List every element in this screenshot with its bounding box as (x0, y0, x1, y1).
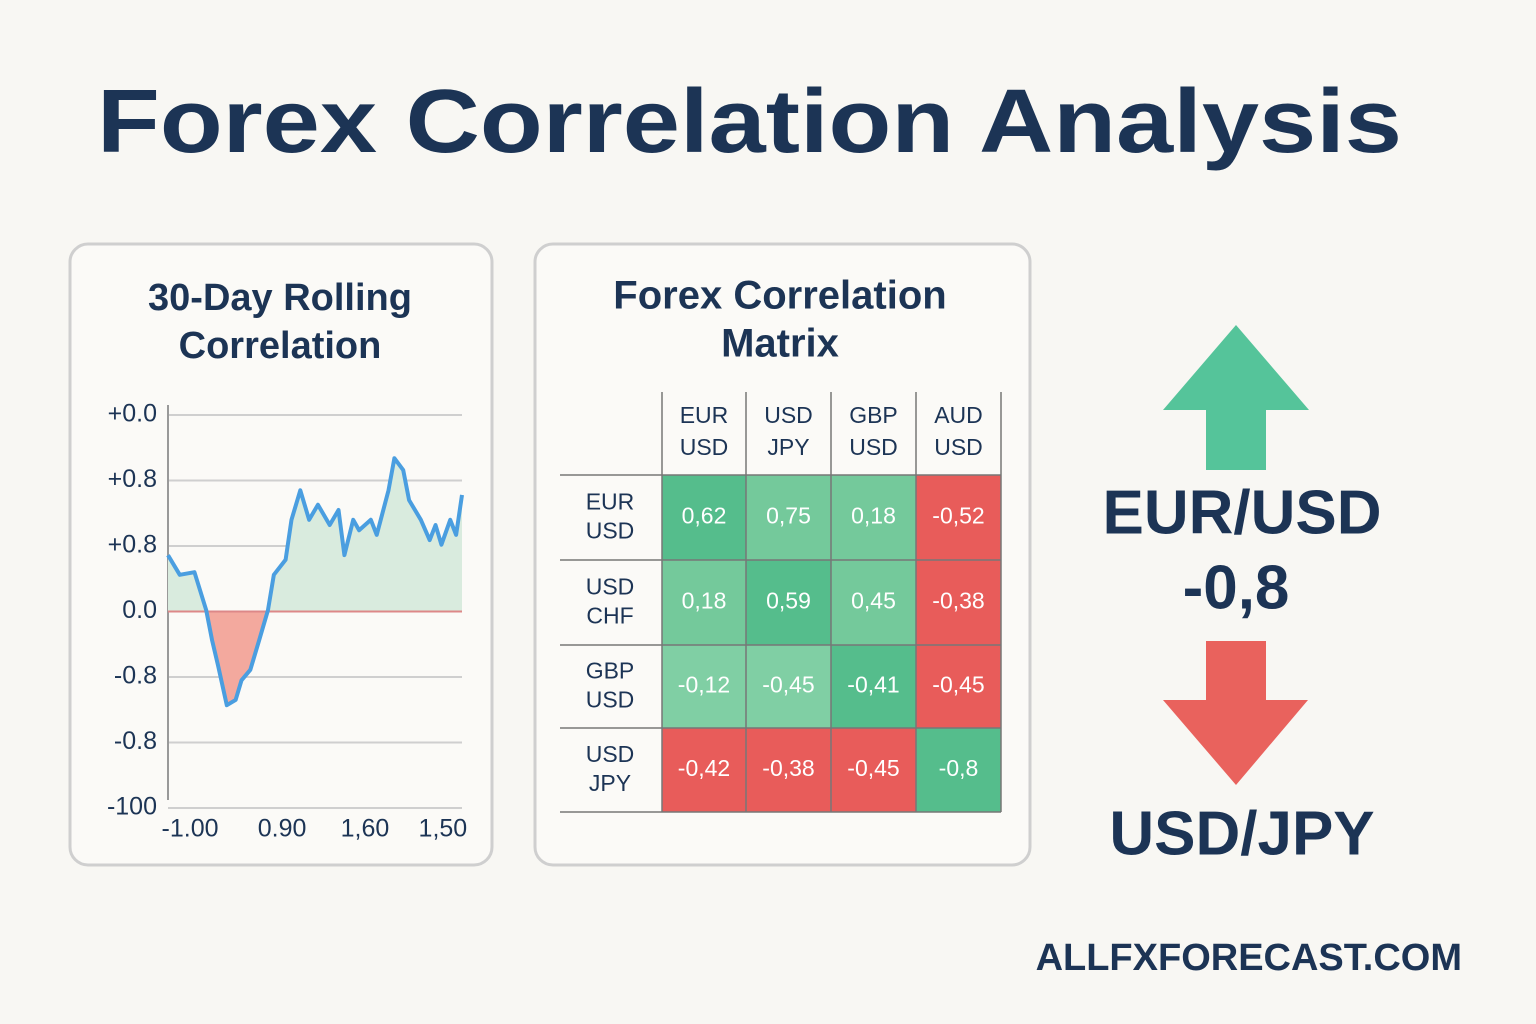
y-tick-label: -0.8 (114, 662, 157, 690)
column-header: JPY (767, 434, 809, 460)
cell-value: -0,41 (847, 672, 899, 698)
matrix-cell (830, 727, 917, 813)
chart-title: Correlation (179, 325, 382, 367)
x-tick-label: 1,50 (419, 815, 468, 843)
cell-value: 0,45 (851, 588, 896, 614)
row-header: EUR (586, 489, 635, 515)
matrix-cell (745, 727, 832, 813)
pair-down: USD/JPY (1109, 799, 1374, 868)
pair-up: EUR/USD (1102, 478, 1381, 547)
cell-value: -0,42 (678, 755, 730, 781)
column-header: USD (680, 434, 729, 460)
row-header: USD (586, 574, 635, 600)
cell-value: 0,59 (766, 588, 811, 614)
x-tick-label: 1,60 (341, 815, 390, 843)
matrix-cell (661, 644, 747, 729)
column-header: USD (764, 402, 813, 428)
column-header: USD (934, 434, 983, 460)
pair-correlation: -0,8 (1183, 553, 1290, 622)
cell-value: -0,38 (932, 588, 984, 614)
row-header: CHF (586, 603, 633, 629)
matrix-cell (915, 644, 1002, 729)
y-tick-label: +0.8 (108, 465, 157, 493)
x-tick-label: 0.90 (258, 815, 307, 843)
column-header: GBP (849, 402, 898, 428)
chart-title: 30-Day Rolling (148, 277, 412, 319)
page-title: Forex Correlation Analysis (97, 72, 1402, 172)
column-header: AUD (934, 402, 983, 428)
matrix-cell (661, 559, 747, 646)
row-header: USD (586, 741, 635, 767)
cell-value: -0,38 (762, 755, 814, 781)
footer: ALLFXFORECAST.COM (1036, 937, 1462, 979)
column-header: USD (849, 434, 898, 460)
row-header: USD (586, 687, 635, 713)
cell-value: 0,18 (682, 588, 727, 614)
y-tick-label: -0.8 (114, 727, 157, 755)
row-header: USD (586, 518, 635, 544)
matrix-title: Forex Correlation (613, 274, 946, 318)
cell-value: -0,45 (932, 672, 984, 698)
line (166, 456, 464, 708)
cell-value: 0,62 (682, 503, 727, 529)
cell-value: -0,45 (847, 755, 899, 781)
row-header: GBP (586, 658, 635, 684)
y-tick-label: -100 (107, 793, 157, 821)
y-tick-label: 0.0 (122, 596, 157, 624)
negative-area (168, 611, 462, 706)
up-arrow (1163, 325, 1309, 470)
chart-panel (68, 242, 494, 867)
cell-value: -0,45 (762, 672, 814, 698)
cell-value: 0,75 (766, 503, 811, 529)
cell-value: -0,12 (678, 672, 730, 698)
row-header: JPY (589, 770, 631, 796)
down-arrow (1163, 641, 1308, 785)
column-header: EUR (680, 402, 729, 428)
x-tick-label: -1.00 (162, 815, 219, 843)
matrix-cell (915, 559, 1002, 646)
cell-value: 0,18 (851, 503, 896, 529)
y-tick-label: +0.0 (108, 400, 157, 428)
matrix-title: Matrix (721, 322, 839, 366)
cell-value: -0,52 (932, 503, 984, 529)
y-tick-label: +0.8 (108, 531, 157, 559)
cell-value: -0,8 (939, 755, 979, 781)
matrix-cell (915, 727, 1002, 813)
